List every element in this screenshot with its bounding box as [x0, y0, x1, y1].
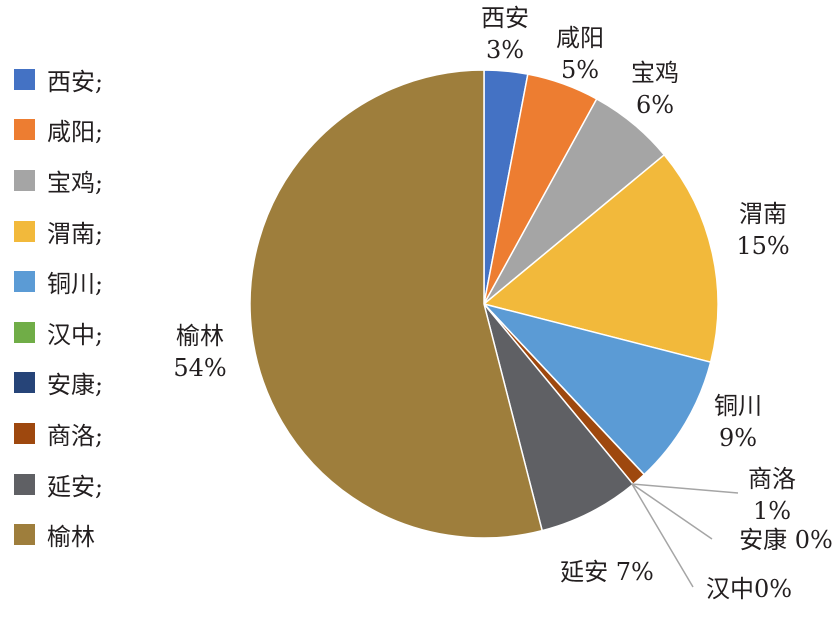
legend-item-7: 安康; — [14, 358, 103, 409]
legend-label: 咸阳; — [47, 118, 104, 147]
pie-slice-4 — [482, 153, 719, 364]
legend-swatch — [14, 220, 35, 242]
data-label-10: 榆林 54% — [173, 322, 226, 382]
legend-item-4: 渭南; — [14, 206, 103, 257]
leader-lines — [631, 483, 739, 588]
data-label-1: 西安 3% — [481, 4, 529, 64]
legend-swatch — [14, 524, 35, 546]
legend-swatch — [14, 68, 35, 90]
data-label-5: 铜川 9% — [714, 392, 762, 452]
leader-line-hanzhong — [631, 483, 694, 588]
data-label-8: 商洛 1% — [748, 465, 796, 525]
legend-label: 西安; — [47, 67, 104, 96]
legend: 西安; 咸阳; 宝鸡; 渭南; 铜川; 汉中; 安康; 商洛; 延安; 榆林 — [14, 54, 103, 560]
legend-swatch — [14, 422, 35, 444]
legend-label: 汉中; — [47, 320, 104, 349]
legend-swatch — [14, 271, 35, 293]
legend-item-8: 商洛; — [14, 408, 103, 459]
data-label-3: 宝鸡 6% — [631, 59, 679, 119]
legend-item-3: 宝鸡; — [14, 155, 103, 206]
legend-item-1: 西安; — [14, 54, 103, 105]
legend-label: 渭南; — [47, 219, 104, 248]
legend-label: 铜川; — [47, 270, 104, 299]
leader-line-shangluo — [631, 483, 739, 494]
data-label-6: 汉中0% — [706, 575, 792, 603]
legend-label: 延安; — [47, 472, 104, 501]
legend-item-5: 铜川; — [14, 256, 103, 307]
data-label-7: 安康 0% — [739, 526, 833, 554]
legend-swatch — [14, 372, 35, 394]
legend-item-2: 咸阳; — [14, 105, 103, 156]
legend-label: 榆林 — [47, 523, 95, 552]
legend-label: 宝鸡; — [47, 168, 104, 197]
legend-item-9: 延安; — [14, 459, 103, 510]
pie-slice-9 — [483, 303, 635, 532]
data-label-9: 延安 7% — [560, 558, 654, 586]
legend-item-10: 榆林 — [14, 509, 103, 560]
legend-swatch — [14, 321, 35, 343]
legend-swatch — [14, 119, 35, 141]
legend-label: 安康; — [47, 371, 104, 400]
pie-slice-5 — [481, 302, 712, 476]
legend-swatch — [14, 169, 35, 191]
pie-slices — [249, 69, 719, 539]
legend-item-6: 汉中; — [14, 307, 103, 358]
legend-label: 商洛; — [47, 421, 104, 450]
leader-line-ankang — [631, 483, 713, 540]
data-label-4: 渭南 15% — [736, 200, 789, 260]
pie-slice-10 — [249, 69, 544, 539]
data-label-2: 咸阳 5% — [556, 24, 604, 84]
legend-swatch — [14, 473, 35, 495]
data-labels: 西安 3% 咸阳 5% 宝鸡 6% 渭南 15% 铜川 9% 汉中0% 安康 0%商洛 1% 延安 7% 榆… — [173, 4, 833, 603]
